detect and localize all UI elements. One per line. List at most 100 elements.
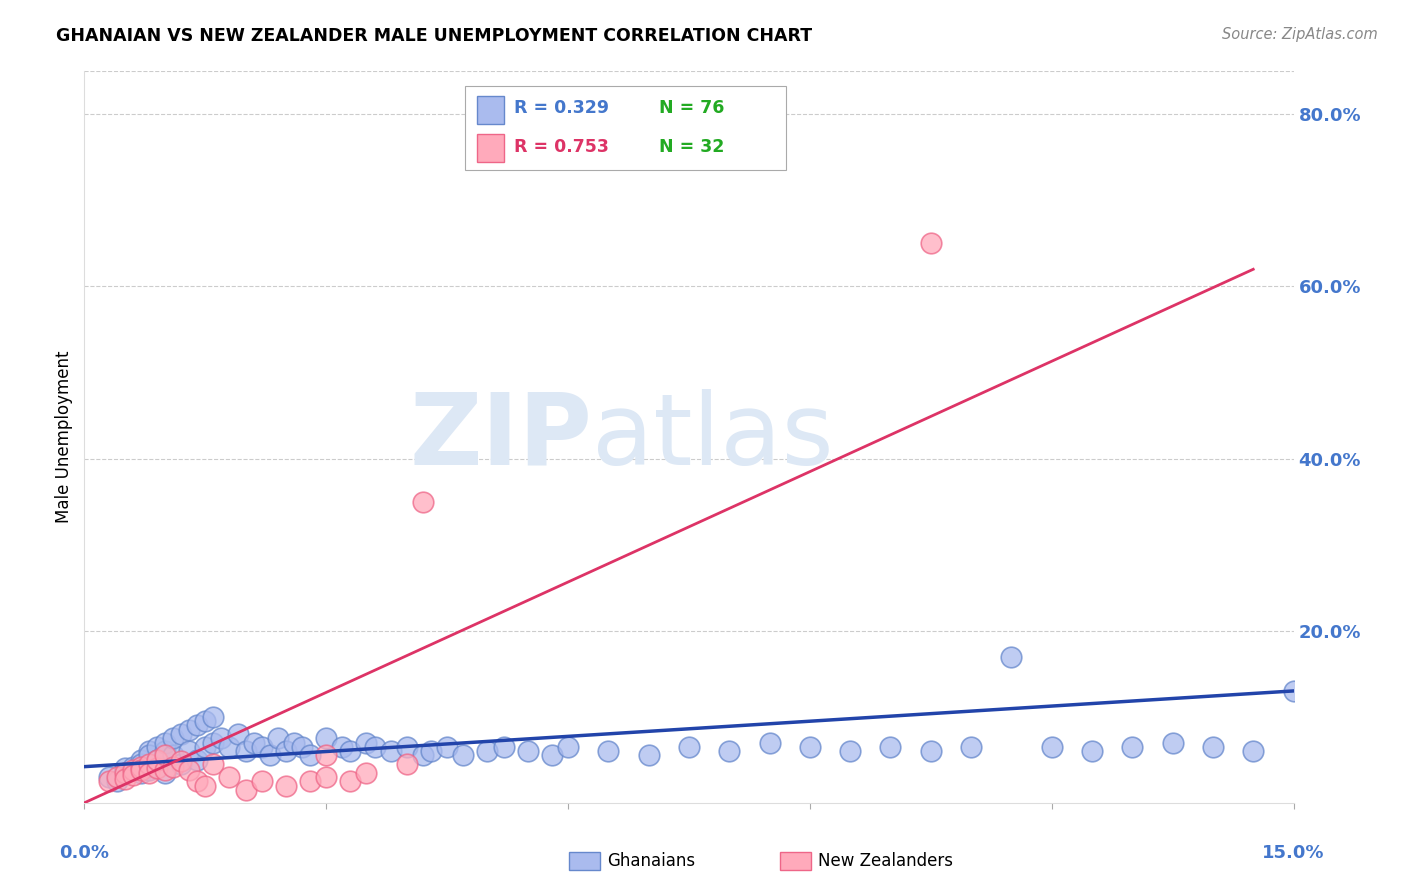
Point bbox=[179, 763, 201, 777]
Point bbox=[138, 744, 160, 758]
Point bbox=[516, 744, 538, 758]
Point bbox=[153, 744, 176, 758]
FancyBboxPatch shape bbox=[465, 86, 786, 170]
Point bbox=[129, 753, 152, 767]
Point bbox=[209, 731, 232, 746]
Y-axis label: Male Unemployment: Male Unemployment bbox=[55, 351, 73, 524]
Point bbox=[129, 759, 152, 773]
Point bbox=[299, 774, 322, 789]
Point bbox=[114, 761, 136, 775]
Point bbox=[186, 718, 208, 732]
Text: R = 0.753: R = 0.753 bbox=[513, 137, 609, 155]
Point bbox=[339, 774, 361, 789]
Point bbox=[170, 755, 193, 769]
Point bbox=[194, 714, 217, 728]
Point bbox=[879, 739, 901, 754]
FancyBboxPatch shape bbox=[478, 96, 503, 124]
FancyBboxPatch shape bbox=[478, 134, 503, 161]
Point bbox=[315, 770, 337, 784]
Text: 0.0%: 0.0% bbox=[59, 844, 110, 862]
Point bbox=[242, 735, 264, 749]
Point bbox=[758, 735, 780, 749]
Point bbox=[477, 744, 499, 758]
Point bbox=[315, 731, 337, 746]
Point bbox=[541, 748, 564, 763]
Point bbox=[1202, 739, 1225, 754]
Text: N = 32: N = 32 bbox=[659, 137, 724, 155]
Point bbox=[1282, 684, 1305, 698]
Point bbox=[202, 757, 225, 772]
Point bbox=[339, 744, 361, 758]
Point bbox=[179, 744, 201, 758]
Point bbox=[129, 765, 152, 780]
Text: N = 76: N = 76 bbox=[659, 99, 724, 117]
Point bbox=[436, 739, 458, 754]
Point bbox=[451, 748, 474, 763]
Point bbox=[259, 748, 281, 763]
Point bbox=[250, 739, 273, 754]
Point bbox=[598, 744, 620, 758]
Point bbox=[146, 739, 169, 754]
Point bbox=[146, 761, 169, 775]
Point bbox=[138, 748, 160, 763]
Point bbox=[129, 763, 152, 777]
Point bbox=[153, 735, 176, 749]
Point bbox=[202, 735, 225, 749]
Point bbox=[920, 236, 942, 251]
Point bbox=[250, 774, 273, 789]
Point bbox=[557, 739, 579, 754]
Point bbox=[799, 739, 821, 754]
Point bbox=[380, 744, 402, 758]
Point bbox=[162, 731, 184, 746]
Point bbox=[678, 739, 700, 754]
Point bbox=[637, 748, 659, 763]
Point bbox=[121, 763, 143, 777]
Point bbox=[960, 739, 983, 754]
Point bbox=[267, 731, 290, 746]
Point bbox=[97, 770, 120, 784]
Point bbox=[226, 727, 249, 741]
Point bbox=[356, 735, 378, 749]
Point bbox=[218, 770, 240, 784]
Point bbox=[1000, 649, 1022, 664]
Point bbox=[194, 779, 217, 793]
Point bbox=[153, 748, 176, 763]
Point bbox=[274, 744, 297, 758]
Point bbox=[170, 757, 193, 772]
Point bbox=[170, 727, 193, 741]
Point bbox=[129, 757, 152, 772]
Point bbox=[299, 748, 322, 763]
Point bbox=[186, 753, 208, 767]
Point bbox=[186, 774, 208, 789]
Point bbox=[114, 772, 136, 786]
Point bbox=[162, 759, 184, 773]
Point bbox=[363, 739, 385, 754]
Point bbox=[179, 723, 201, 737]
Point bbox=[105, 770, 128, 784]
Point bbox=[412, 494, 434, 508]
Point bbox=[153, 763, 176, 777]
Text: Ghanaians: Ghanaians bbox=[607, 852, 696, 870]
Point bbox=[274, 779, 297, 793]
Point bbox=[1081, 744, 1104, 758]
Point bbox=[839, 744, 862, 758]
Point bbox=[718, 744, 741, 758]
Point bbox=[218, 739, 240, 754]
Point bbox=[235, 783, 257, 797]
Point bbox=[121, 768, 143, 782]
Point bbox=[1040, 739, 1063, 754]
Point bbox=[138, 757, 160, 772]
Text: R = 0.329: R = 0.329 bbox=[513, 99, 609, 117]
Point bbox=[146, 753, 169, 767]
Point bbox=[105, 774, 128, 789]
Point bbox=[121, 759, 143, 773]
Point bbox=[202, 710, 225, 724]
Text: New Zealanders: New Zealanders bbox=[818, 852, 953, 870]
Text: atlas: atlas bbox=[592, 389, 834, 485]
Point bbox=[235, 744, 257, 758]
Point bbox=[121, 763, 143, 777]
Point bbox=[492, 739, 515, 754]
Point bbox=[194, 739, 217, 754]
Point bbox=[97, 774, 120, 789]
Text: Source: ZipAtlas.com: Source: ZipAtlas.com bbox=[1222, 27, 1378, 42]
